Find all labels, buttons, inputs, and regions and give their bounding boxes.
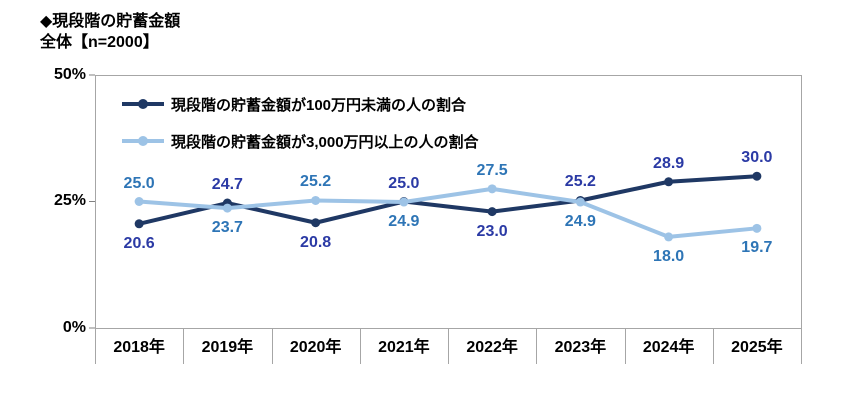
chart-title: ◆現段階の貯蓄金額 <box>40 13 181 30</box>
data-label: 25.2 <box>564 173 596 191</box>
legend-item-under-1m-yen: 現段階の貯蓄金額が100万円未満の人の割合 <box>122 94 479 114</box>
line-marker-icon <box>122 136 164 146</box>
data-label: 25.2 <box>300 173 332 191</box>
line-marker-icon <box>122 99 164 109</box>
data-label: 18.0 <box>653 247 685 265</box>
x-axis-label-2023: 2023年 <box>554 339 607 356</box>
data-label: 27.5 <box>476 161 508 179</box>
data-label: 19.7 <box>741 239 773 257</box>
data-label: 23.0 <box>476 222 508 240</box>
x-axis-label-2021: 2021年 <box>378 339 430 356</box>
x-axis-label-2020: 2020年 <box>289 339 342 356</box>
legend-item-over-30m-yen: 現段階の貯蓄金額が3,000万円以上の人の割合 <box>122 131 479 151</box>
chart-subtitle: 全体【n=2000】 <box>40 34 159 51</box>
x-axis-label-2018: 2018年 <box>113 339 165 356</box>
legend-label: 現段階の貯蓄金額が100万円未満の人の割合 <box>171 96 467 114</box>
data-label: 20.6 <box>123 234 155 252</box>
legend-label: 現段階の貯蓄金額が3,000万円以上の人の割合 <box>171 133 479 151</box>
legend: 現段階の貯蓄金額が100万円未満の人の割合 現段階の貯蓄金額が3,000万円以上… <box>122 94 479 168</box>
data-label: 28.9 <box>653 154 685 172</box>
x-axis-label-2025: 2025年 <box>731 339 783 356</box>
x-axis-label-2024: 2024年 <box>642 339 695 356</box>
y-axis-tick-label-50: 50% <box>53 66 86 83</box>
data-label: 20.8 <box>300 233 332 251</box>
x-axis-label-2022: 2022年 <box>466 339 518 356</box>
data-label: 30.0 <box>741 149 773 167</box>
data-label: 25.0 <box>123 174 155 192</box>
data-label: 25.0 <box>388 174 420 192</box>
data-label: 24.9 <box>388 213 420 230</box>
data-label: 24.7 <box>211 176 243 194</box>
x-axis-label-2019: 2019年 <box>201 339 254 356</box>
y-axis-tick-label-25: 25% <box>53 192 86 209</box>
data-label: 24.9 <box>564 213 596 230</box>
y-axis-tick-label-0: 0% <box>62 319 86 336</box>
data-label: 23.7 <box>211 219 243 237</box>
